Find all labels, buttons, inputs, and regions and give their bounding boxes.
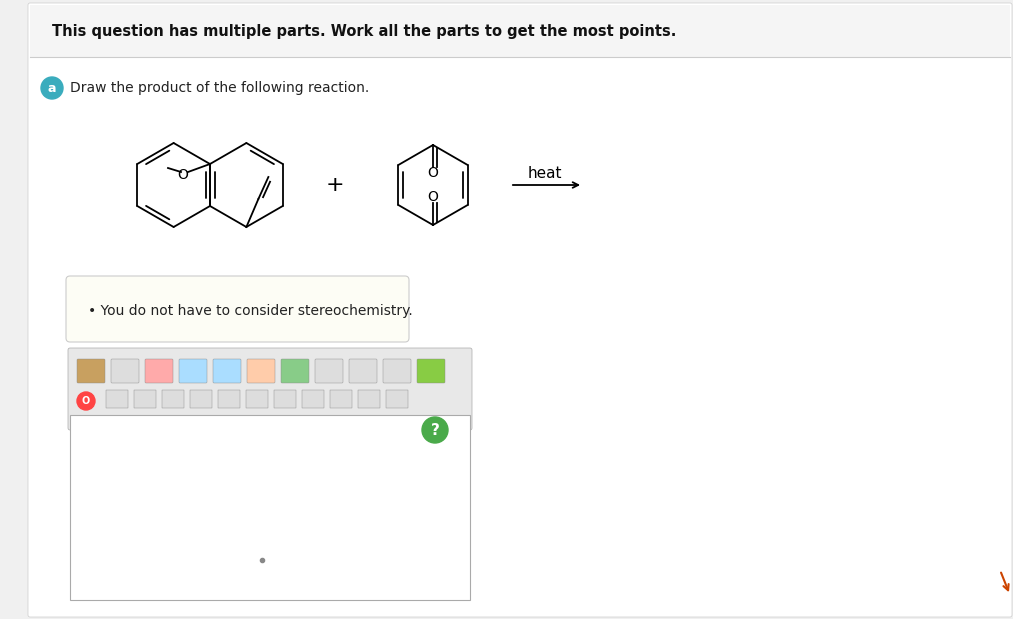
FancyBboxPatch shape [68, 348, 472, 430]
Text: a: a [48, 82, 57, 95]
FancyBboxPatch shape [213, 359, 241, 383]
FancyBboxPatch shape [145, 359, 173, 383]
FancyBboxPatch shape [417, 359, 445, 383]
FancyBboxPatch shape [66, 276, 409, 342]
Text: O: O [82, 396, 90, 406]
Text: O: O [427, 190, 439, 204]
FancyBboxPatch shape [274, 390, 296, 408]
FancyBboxPatch shape [330, 390, 352, 408]
FancyBboxPatch shape [315, 359, 343, 383]
FancyBboxPatch shape [70, 415, 470, 600]
FancyBboxPatch shape [179, 359, 207, 383]
Text: O: O [177, 168, 188, 182]
FancyBboxPatch shape [162, 390, 184, 408]
FancyBboxPatch shape [358, 390, 380, 408]
FancyBboxPatch shape [383, 359, 411, 383]
FancyBboxPatch shape [77, 359, 105, 383]
Circle shape [422, 417, 448, 443]
FancyBboxPatch shape [302, 390, 324, 408]
Text: ?: ? [431, 423, 440, 438]
FancyBboxPatch shape [386, 390, 408, 408]
Text: heat: heat [528, 165, 562, 181]
Circle shape [41, 77, 63, 99]
Text: • You do not have to consider stereochemistry.: • You do not have to consider stereochem… [88, 304, 412, 318]
FancyBboxPatch shape [30, 5, 1010, 57]
FancyBboxPatch shape [190, 390, 212, 408]
FancyBboxPatch shape [106, 390, 128, 408]
Circle shape [77, 392, 95, 410]
FancyBboxPatch shape [218, 390, 240, 408]
FancyBboxPatch shape [246, 390, 268, 408]
FancyBboxPatch shape [111, 359, 139, 383]
Text: This question has multiple parts. Work all the parts to get the most points.: This question has multiple parts. Work a… [52, 24, 677, 38]
Text: O: O [427, 166, 439, 180]
FancyBboxPatch shape [247, 359, 275, 383]
FancyBboxPatch shape [349, 359, 377, 383]
FancyBboxPatch shape [134, 390, 156, 408]
FancyBboxPatch shape [28, 3, 1012, 617]
FancyBboxPatch shape [281, 359, 309, 383]
Text: +: + [326, 175, 344, 195]
Text: Draw the product of the following reaction.: Draw the product of the following reacti… [70, 81, 370, 95]
